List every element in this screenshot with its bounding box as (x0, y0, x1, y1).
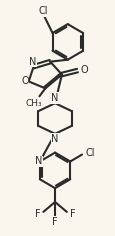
Text: N: N (51, 134, 58, 144)
Text: N: N (35, 156, 42, 166)
Text: Cl: Cl (84, 148, 94, 158)
Text: F: F (69, 209, 75, 219)
Text: N: N (29, 57, 36, 67)
Text: O: O (21, 76, 28, 86)
Text: F: F (34, 209, 40, 219)
Text: O: O (80, 65, 87, 75)
Text: N: N (51, 93, 58, 103)
Text: CH₃: CH₃ (25, 99, 42, 108)
Text: Cl: Cl (38, 6, 47, 16)
Text: F: F (52, 217, 57, 227)
